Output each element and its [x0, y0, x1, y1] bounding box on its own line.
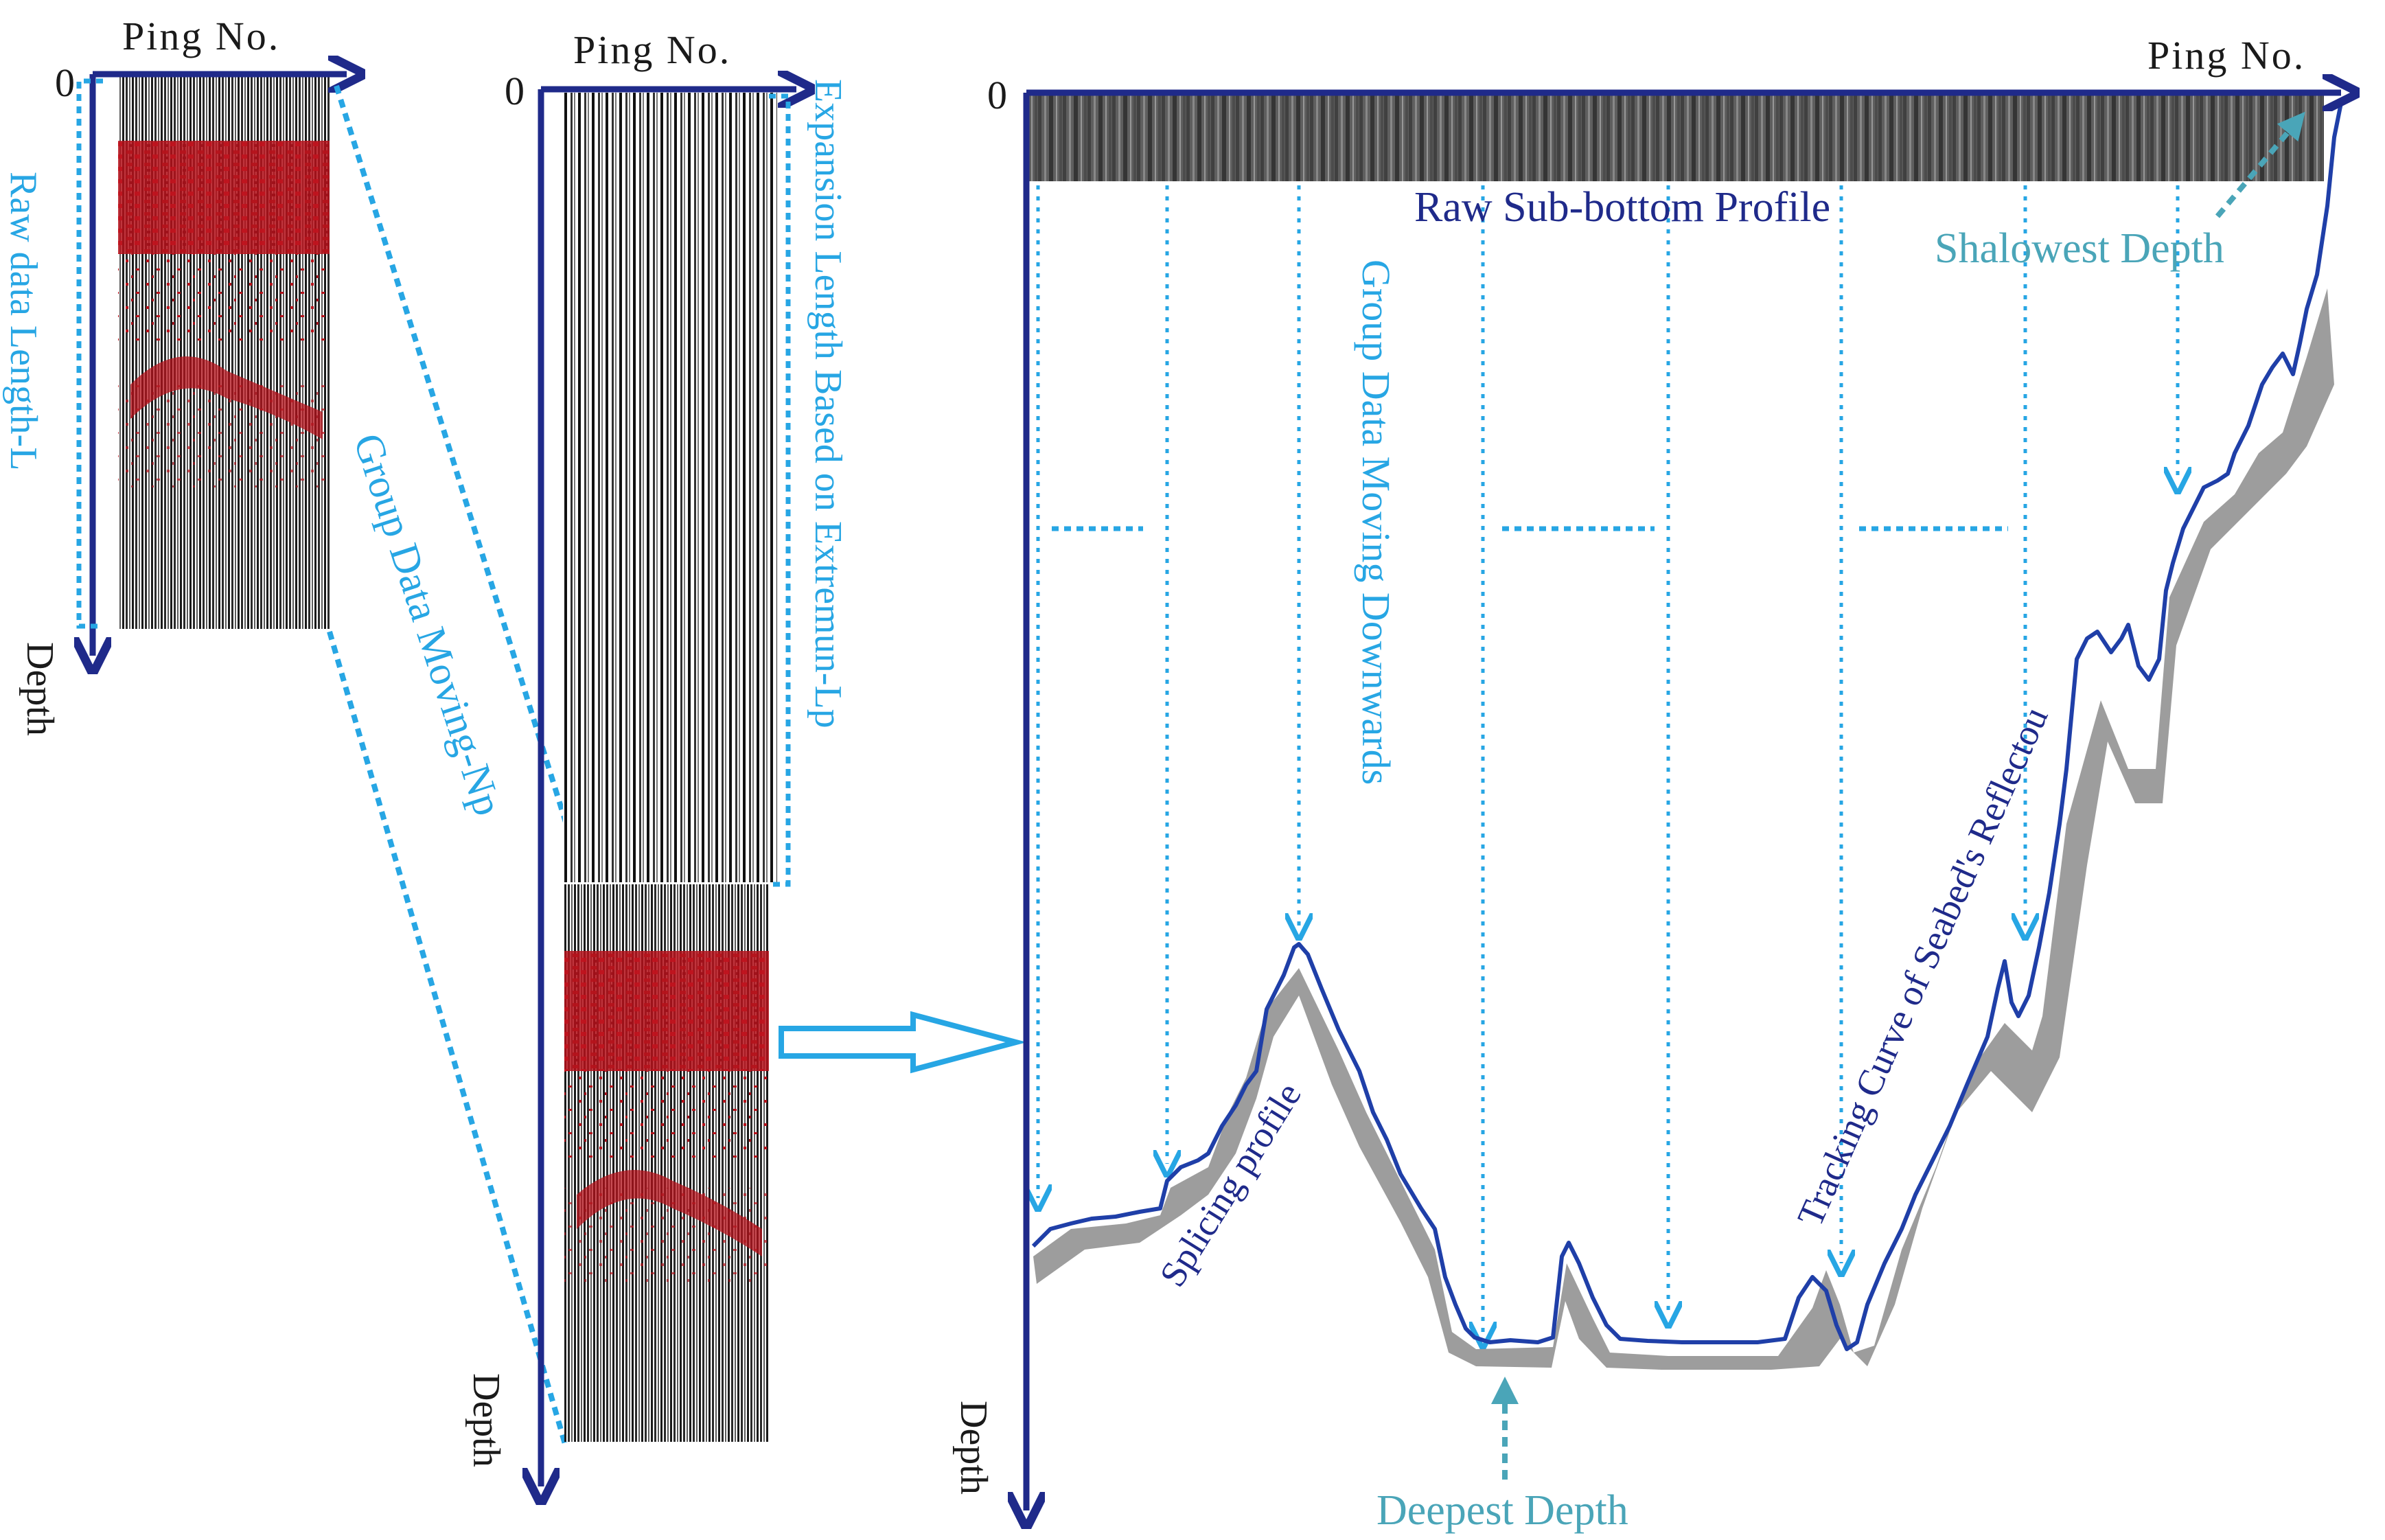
seabed-reflection-shadow [1033, 288, 2334, 1370]
raw-data-length-label: Raw data Length-L [2, 172, 45, 470]
raw-subbottom-profile-label: Raw Sub-bottom Profile [1414, 184, 1830, 231]
shallowest-depth-arrow [2215, 111, 2305, 218]
raw-data-origin-label: 0 [55, 60, 75, 105]
raw-subbottom-strip [1026, 95, 2324, 181]
expanded-data-x-axis-label: Ping No. [573, 27, 731, 72]
raw-data-panel: Ping No. 0 Depth Raw data Length-L [2, 14, 347, 736]
expanded-data-traces [563, 93, 777, 882]
group-moving-downwards-label: Group Data Moving Downwards [1354, 260, 1398, 785]
splicing-guides [1038, 185, 2178, 1335]
profile-depth-label: Depth [952, 1401, 995, 1495]
expanded-data-origin-label: 0 [505, 69, 525, 113]
seabed-tracking-curve [1031, 102, 2343, 1351]
expanded-data-panel: Ping No. 0 Depth Expansion Length Based … [465, 27, 849, 1486]
spliced-profile-panel: Ping No. 0 Depth Raw Sub-bottom Profile … [952, 33, 2341, 1534]
expanded-length-bracket [769, 93, 791, 887]
profile-x-axis-label: Ping No. [2147, 33, 2305, 78]
raw-data-length-bracket [76, 78, 103, 629]
raw-data-depth-label: Depth [19, 642, 61, 736]
raw-data-x-axis-label: Ping No. [122, 14, 280, 58]
tracking-curve-label: Tracking Curve of Seabed's Reflectou [1789, 701, 2056, 1232]
connector-lower-line [327, 630, 569, 1450]
splicing-profile-label: Splicing profile [1151, 1075, 1309, 1294]
expanded-length-label: Expansion Length Based on Extremun-Lp [807, 79, 849, 728]
expanded-data-depth-label: Depth [465, 1373, 507, 1467]
shallowest-depth-label: Shalowest Depth [1935, 225, 2224, 272]
deepest-depth-label: Deepest Depth [1376, 1487, 1628, 1534]
transfer-arrow [779, 1011, 1027, 1074]
profile-origin-label: 0 [987, 73, 1007, 117]
